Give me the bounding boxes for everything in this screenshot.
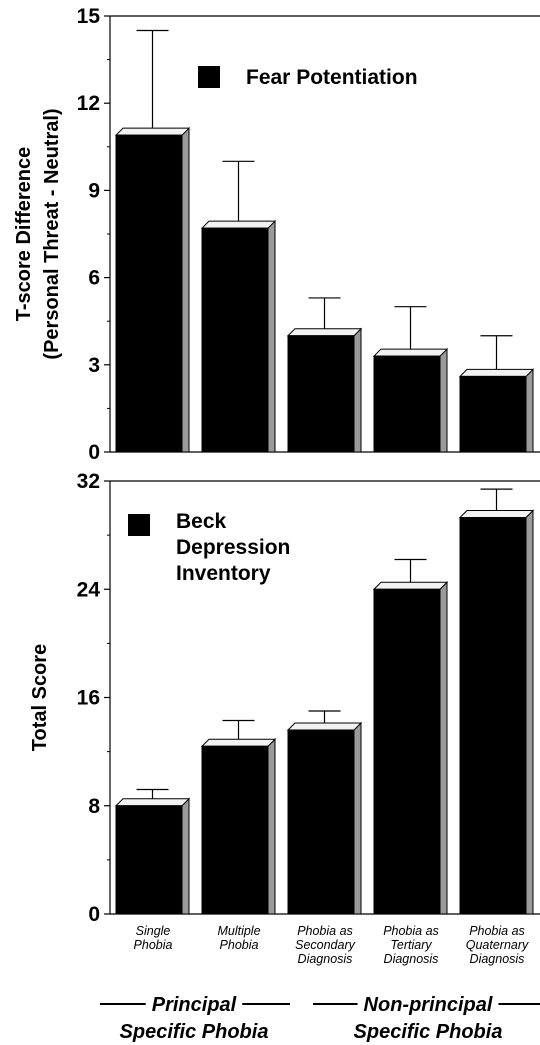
top-bar-top: [114, 127, 191, 136]
bottom-bar-front: [287, 729, 355, 915]
x-category-label: Diagnosis: [384, 952, 439, 966]
top-bar-side: [525, 368, 534, 453]
top-y-axis-label: T-score Difference: [13, 147, 35, 322]
top-y-tick-label: 0: [88, 441, 100, 464]
bottom-bar-side: [525, 509, 534, 915]
x-category-label: Multiple: [217, 924, 260, 938]
top-bar-front: [201, 227, 269, 453]
bottom-bar: [372, 558, 449, 915]
top-legend-swatch: [198, 66, 220, 88]
bottom-bar-top: [286, 722, 363, 731]
bottom-legend-label: Inventory: [176, 562, 271, 585]
x-category-label: Tertiary: [390, 938, 432, 952]
bottom-y-axis-label: Total Score: [29, 644, 51, 751]
bottom-bar-side: [439, 581, 448, 915]
x-category-label: Phobia: [134, 938, 173, 952]
x-category-label: Secondary: [295, 938, 356, 952]
group-label-secondary: Specific Phobia: [354, 1021, 503, 1043]
x-category-label: Quaternary: [466, 938, 529, 952]
top-bar-front: [115, 134, 183, 453]
bottom-bar-front: [459, 517, 527, 915]
top-bar-front: [373, 355, 441, 453]
bottom-legend-label: Depression: [176, 536, 290, 559]
bottom-bar-side: [353, 721, 362, 915]
x-category-label: Phobia as: [297, 924, 353, 938]
bottom-bar-front: [201, 745, 269, 915]
group-label: Principal: [152, 994, 237, 1016]
top-y-tick-label: 12: [77, 92, 100, 115]
bottom-bar-top: [458, 510, 535, 519]
bottom-y-tick-label: 24: [77, 578, 101, 601]
top-bar-side: [267, 219, 276, 453]
bottom-bar-top: [114, 798, 191, 807]
bottom-bar: [286, 710, 363, 915]
bottom-bar-side: [181, 797, 190, 915]
x-category-label: Diagnosis: [298, 952, 353, 966]
top-bar: [372, 306, 449, 453]
top-legend-label: Fear Potentiation: [246, 66, 418, 89]
top-bar-top: [372, 348, 449, 357]
x-category-label: Phobia as: [469, 924, 525, 938]
top-y-axis-label: (Personal Threat - Neutral): [41, 108, 63, 359]
group-label: Non-principal: [364, 994, 493, 1016]
fear-potentiation-panel: 0 3 6 9 12 15 Fear Potentiation T-score Differe…: [13, 5, 540, 464]
top-y-tick-label: 9: [88, 179, 100, 202]
bottom-legend-swatch: [128, 514, 150, 536]
bottom-bar-front: [373, 588, 441, 915]
bottom-y-tick-label: 0: [88, 903, 100, 926]
x-category-label: Diagnosis: [470, 952, 525, 966]
top-bar-side: [439, 347, 448, 453]
bottom-bar: [114, 788, 191, 915]
bottom-bar: [458, 488, 535, 915]
bottom-bar-side: [267, 738, 276, 915]
top-bar-top: [286, 328, 363, 337]
top-bar: [200, 160, 277, 453]
top-bar: [286, 297, 363, 453]
group-labels: Principal Specific Phobia Non-principal Spe…: [100, 994, 540, 1043]
group-label-secondary: Specific Phobia: [120, 1021, 269, 1043]
bottom-legend: Beck Depression Inventory: [128, 510, 290, 585]
x-category-label: Single: [136, 924, 171, 938]
top-legend: Fear Potentiation: [198, 66, 418, 89]
bottom-bar-front: [115, 805, 183, 915]
bottom-bar-top: [372, 581, 449, 590]
bottom-legend-label: Beck: [176, 510, 227, 533]
top-bar-front: [287, 335, 355, 453]
top-bar: [114, 29, 191, 453]
bottom-y-tick-label: 8: [88, 795, 100, 818]
bottom-bar: [200, 719, 277, 915]
top-bar-front: [459, 375, 527, 453]
beck-depression-panel: 0 8 16 24 32 Beck Depression Inventory Total Sco…: [29, 470, 540, 926]
top-bar-side: [353, 327, 362, 453]
top-y-tick-label: 15: [77, 5, 101, 28]
top-bar-top: [200, 220, 277, 229]
bottom-y-tick-label: 16: [77, 687, 100, 710]
bottom-bar-top: [200, 738, 277, 747]
top-bar-side: [181, 126, 190, 453]
top-bar: [458, 335, 535, 453]
top-y-tick-label: 3: [88, 354, 100, 377]
top-bar-top: [458, 368, 535, 377]
top-y-tick-label: 6: [88, 267, 100, 290]
bottom-y-tick-label: 32: [77, 470, 100, 493]
x-category-label: Phobia as: [383, 924, 439, 938]
x-category-label: Phobia: [220, 938, 259, 952]
